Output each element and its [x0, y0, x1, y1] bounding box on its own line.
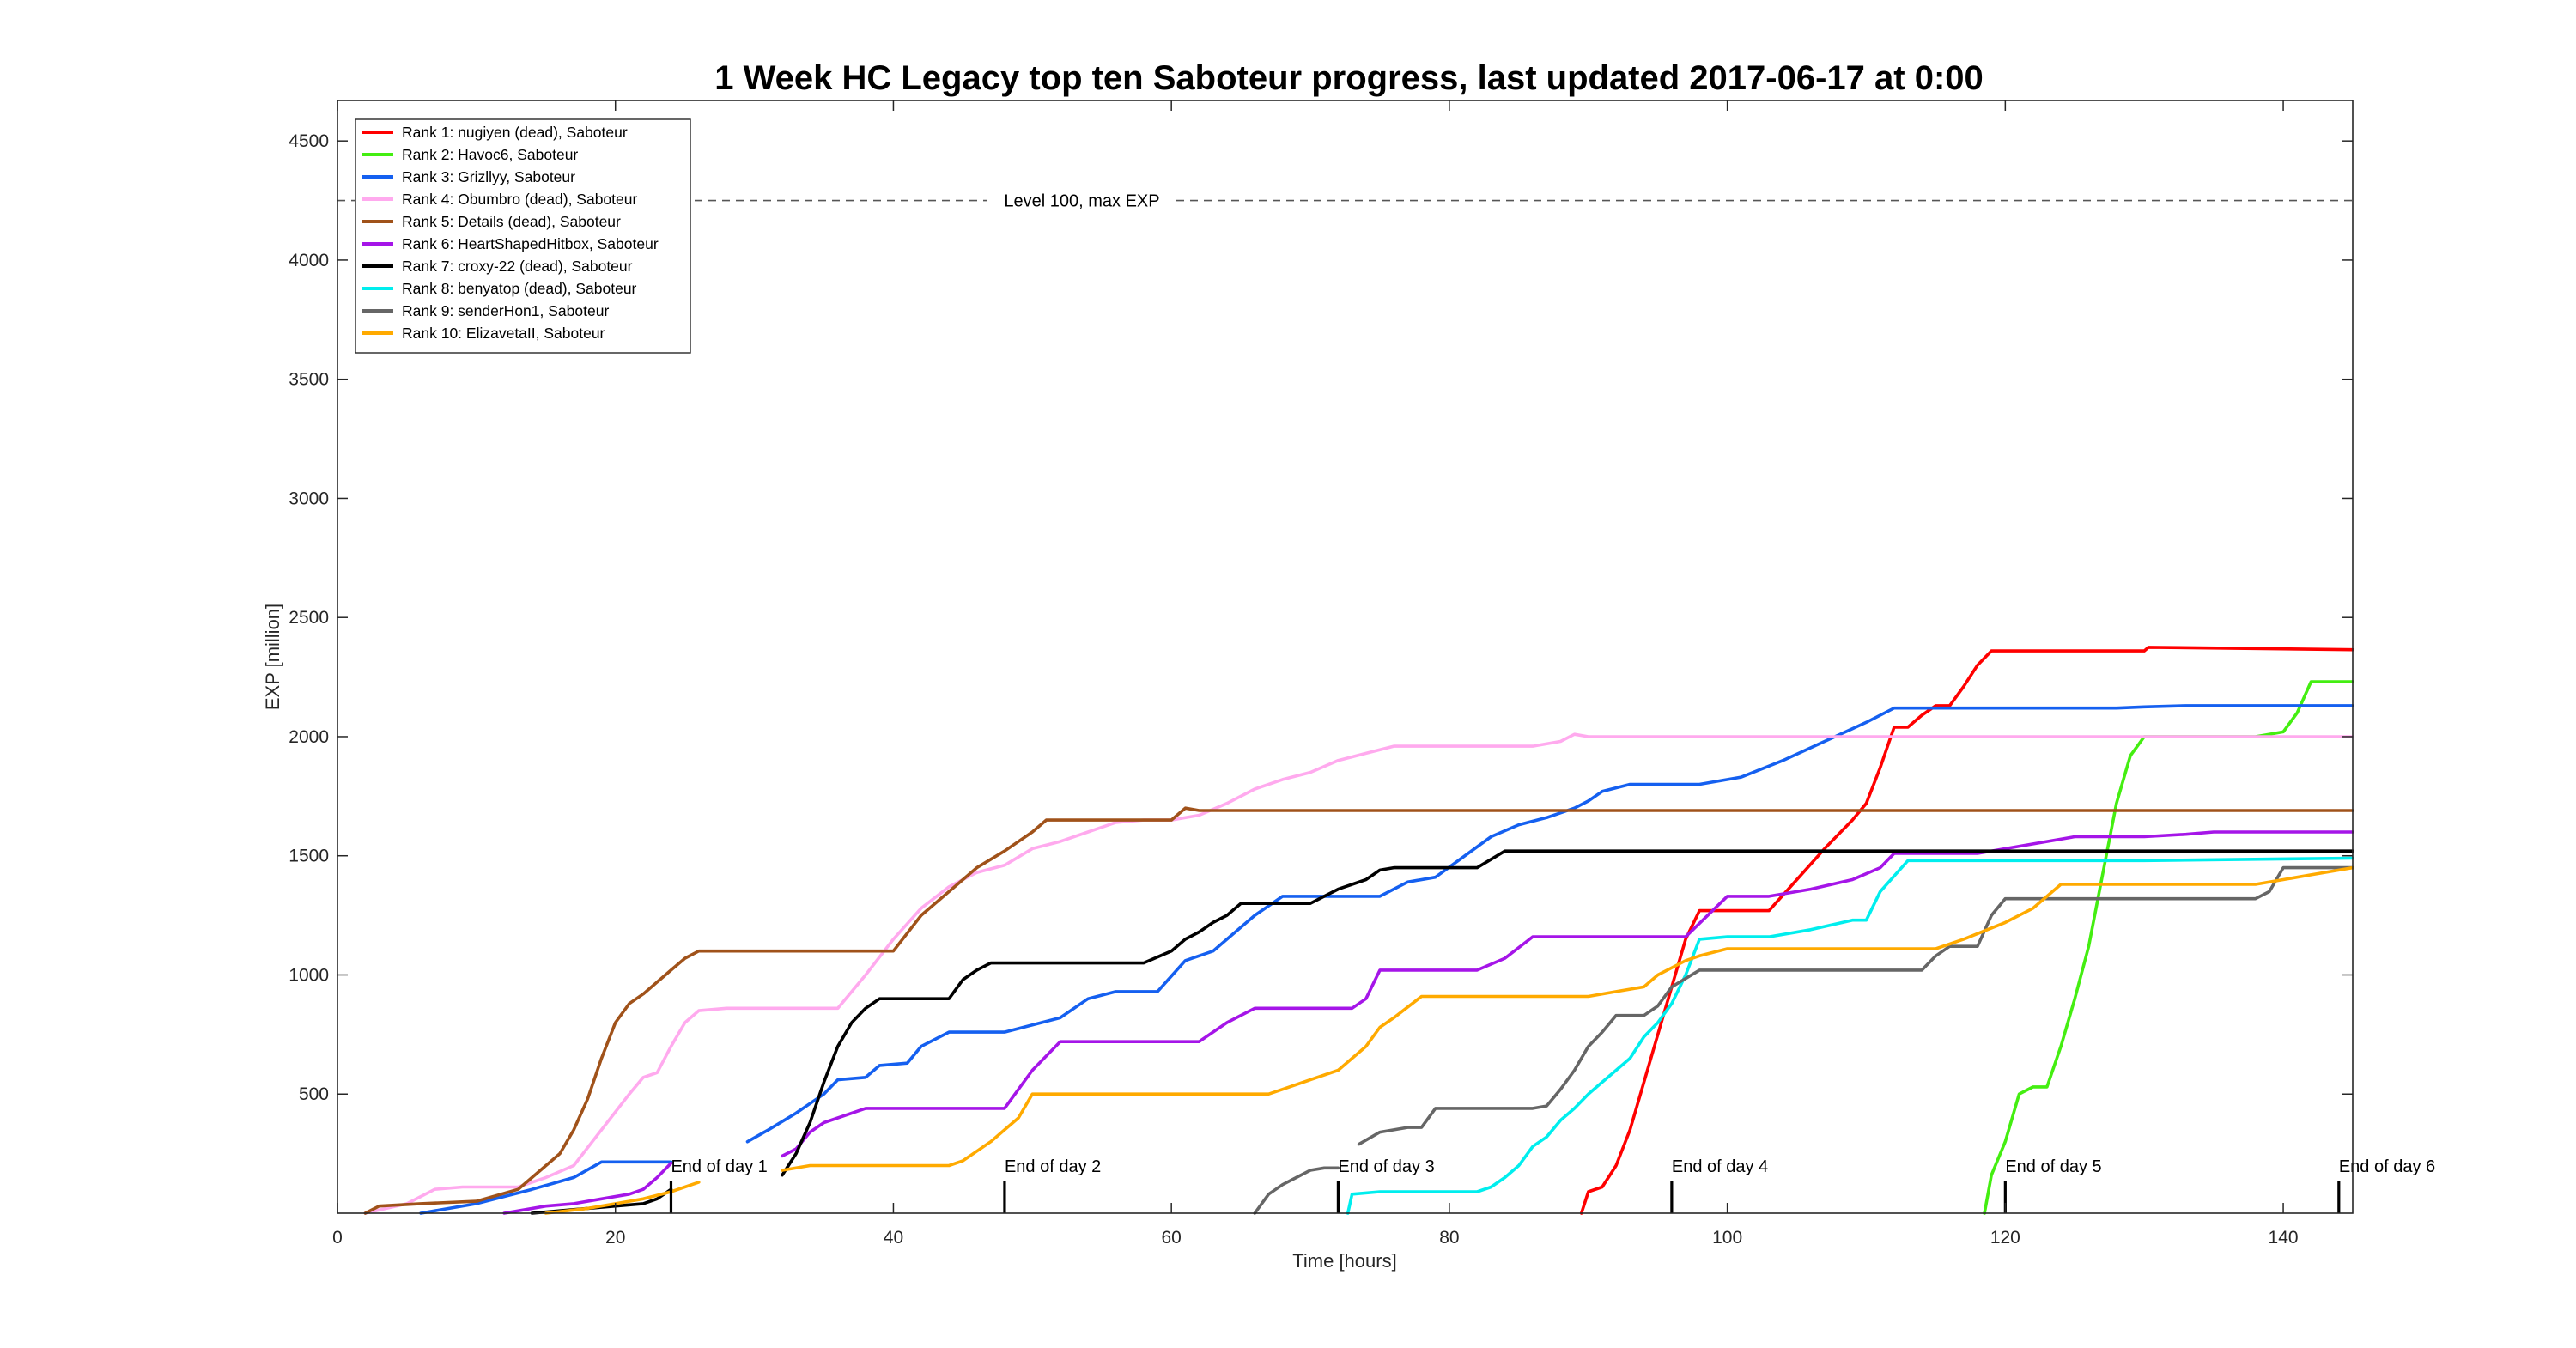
y-tick-label: 2500 — [289, 608, 329, 628]
x-tick-label: 120 — [1990, 1228, 2020, 1248]
legend-entry: Rank 10: ElizavetaII, Saboteur — [402, 325, 605, 342]
series-layer — [363, 646, 2354, 1215]
series-line-rank-8 — [1346, 856, 2354, 1215]
y-tick-label: 4500 — [289, 131, 329, 151]
x-tick-label: 20 — [605, 1228, 625, 1248]
series-line-rank-4 — [363, 732, 2354, 1215]
x-tick-label: 60 — [1161, 1228, 1181, 1248]
series-line-rank-5 — [363, 806, 2354, 1215]
legend-entry: Rank 8: benyatop (dead), Saboteur — [402, 280, 637, 297]
legend-entry: Rank 9: senderHon1, Saboteur — [402, 302, 609, 319]
x-tick-label: 0 — [332, 1228, 343, 1248]
axis-layer: 0 20 40 60 80 100 120 140 500 1000 1500 2000 2500 300… — [289, 100, 2353, 1248]
legend-entry: Rank 3: Grizllyy, Saboteur — [402, 168, 575, 185]
y-tick-label: 3000 — [289, 489, 329, 508]
x-tick-label: 40 — [884, 1228, 903, 1248]
series-line-rank-1 — [1579, 646, 2354, 1215]
legend-entry: Rank 1: nugiyen (dead), Saboteur — [402, 124, 628, 141]
annotation-layer: Level 100, max EXP End of day 1 End of day… — [337, 192, 2435, 1213]
series-line-rank-6 — [502, 830, 2354, 1215]
legend: Rank 1: nugiyen (dead), Saboteur Rank 2: … — [355, 118, 691, 354]
plot-area-border — [337, 100, 2354, 1214]
x-tick-label: 80 — [1439, 1228, 1459, 1248]
day-marker-label: End of day 1 — [671, 1157, 767, 1176]
day-marker-label: End of day 2 — [1005, 1157, 1101, 1176]
legend-entry: Rank 5: Details (dead), Saboteur — [402, 213, 621, 230]
y-tick-label: 2000 — [289, 727, 329, 747]
x-tick-label: 100 — [1712, 1228, 1742, 1248]
y-tick-label: 3500 — [289, 370, 329, 390]
y-tick-label: 4000 — [289, 251, 329, 270]
legend-entry: Rank 7: croxy-22 (dead), Saboteur — [402, 258, 633, 275]
y-axis-label: EXP [million] — [262, 604, 283, 710]
series-line-rank-2 — [1983, 680, 2354, 1215]
day-marker-label: End of day 4 — [1672, 1157, 1768, 1176]
y-tick-label: 1000 — [289, 965, 329, 985]
day-marker-label: End of day 3 — [1338, 1157, 1434, 1176]
day-marker-label: End of day 5 — [2005, 1157, 2101, 1176]
legend-box — [355, 118, 691, 354]
legend-entry: Rank 6: HeartShapedHitbox, Saboteur — [402, 235, 659, 252]
series-line-rank-10 — [544, 865, 2354, 1215]
x-tick-label: 140 — [2269, 1228, 2299, 1248]
max-exp-label: Level 100, max EXP — [1004, 192, 1159, 211]
chart-title: 1 Week HC Legacy top ten Saboteur progre… — [714, 59, 1984, 97]
x-axis-label: Time [hours] — [1292, 1250, 1396, 1272]
series-line-rank-3 — [419, 704, 2354, 1215]
day-marker-label: End of day 6 — [2339, 1157, 2435, 1176]
y-tick-label: 1500 — [289, 847, 329, 866]
series-line-rank-9 — [1253, 865, 2354, 1215]
legend-entry: Rank 2: Havoc6, Saboteur — [402, 146, 578, 163]
y-tick-label: 500 — [299, 1084, 329, 1104]
legend-entry: Rank 4: Obumbro (dead), Saboteur — [402, 191, 637, 208]
